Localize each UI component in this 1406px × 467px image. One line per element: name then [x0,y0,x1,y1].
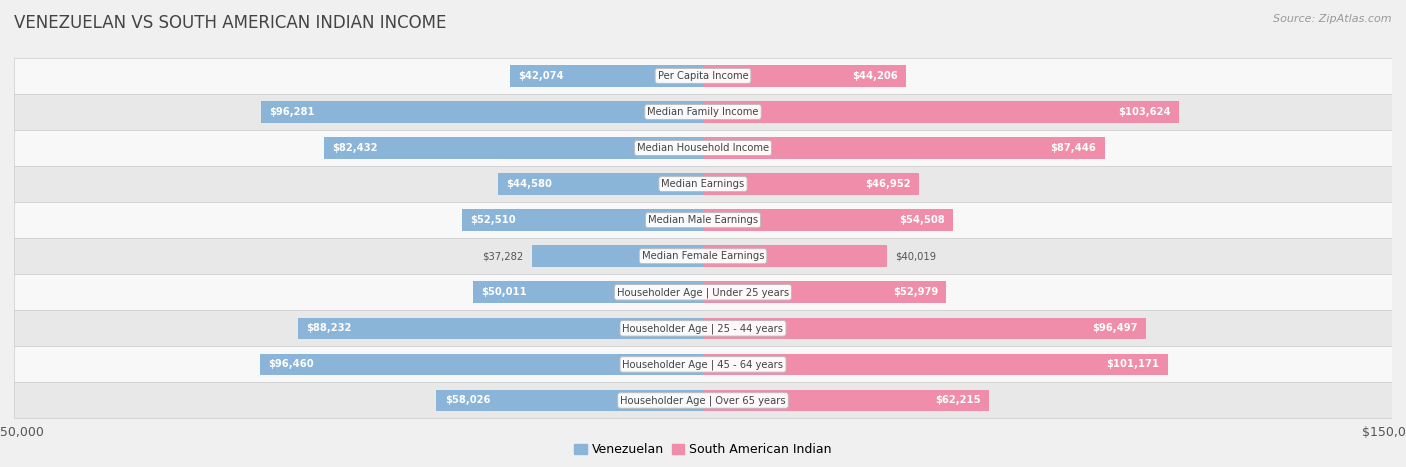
Bar [474,282,703,303]
Text: Median Male Earnings: Median Male Earnings [648,215,758,225]
Text: Per Capita Income: Per Capita Income [658,71,748,81]
Bar [14,94,1392,130]
Bar [14,310,1392,347]
Bar [298,318,703,339]
Bar [703,101,1180,123]
Bar [14,238,1392,274]
Bar [703,282,946,303]
Text: $82,432: $82,432 [333,143,378,153]
Bar [531,245,703,267]
Text: $52,510: $52,510 [470,215,516,225]
Text: $96,281: $96,281 [269,107,315,117]
Bar [703,245,887,267]
Text: Median Family Income: Median Family Income [647,107,759,117]
Bar [14,382,1392,418]
Text: $87,446: $87,446 [1050,143,1097,153]
Bar [703,173,918,195]
Bar [14,166,1392,202]
Text: Householder Age | Over 65 years: Householder Age | Over 65 years [620,395,786,406]
Bar [703,65,905,87]
Text: $96,460: $96,460 [269,360,314,369]
Bar [703,137,1105,159]
Bar [325,137,703,159]
Text: Median Household Income: Median Household Income [637,143,769,153]
Text: $52,979: $52,979 [893,287,938,297]
Text: $103,624: $103,624 [1118,107,1171,117]
Text: $37,282: $37,282 [482,251,523,261]
Text: $50,011: $50,011 [482,287,527,297]
Bar [260,101,703,123]
Bar [260,354,703,375]
Text: $58,026: $58,026 [444,396,491,405]
Text: $44,580: $44,580 [506,179,553,189]
Text: $88,232: $88,232 [307,323,352,333]
Bar [14,274,1392,310]
Text: Householder Age | 45 - 64 years: Householder Age | 45 - 64 years [623,359,783,370]
Text: $54,508: $54,508 [900,215,945,225]
Text: Median Earnings: Median Earnings [661,179,745,189]
Text: Householder Age | 25 - 44 years: Householder Age | 25 - 44 years [623,323,783,333]
Text: $62,215: $62,215 [935,396,980,405]
Text: Median Female Earnings: Median Female Earnings [641,251,765,261]
Bar [14,130,1392,166]
Bar [14,58,1392,94]
Text: Source: ZipAtlas.com: Source: ZipAtlas.com [1274,14,1392,24]
Text: $101,171: $101,171 [1107,360,1160,369]
Bar [498,173,703,195]
Bar [703,318,1146,339]
Legend: Venezuelan, South American Indian: Venezuelan, South American Indian [569,439,837,461]
Text: $46,952: $46,952 [865,179,910,189]
Text: $40,019: $40,019 [896,251,936,261]
Text: $44,206: $44,206 [852,71,898,81]
Bar [436,389,703,411]
Text: Householder Age | Under 25 years: Householder Age | Under 25 years [617,287,789,297]
Bar [14,202,1392,238]
Text: $96,497: $96,497 [1092,323,1137,333]
Bar [510,65,703,87]
Bar [14,347,1392,382]
Bar [703,354,1167,375]
Bar [461,209,703,231]
Bar [703,209,953,231]
Bar [703,389,988,411]
Text: $42,074: $42,074 [517,71,564,81]
Text: VENEZUELAN VS SOUTH AMERICAN INDIAN INCOME: VENEZUELAN VS SOUTH AMERICAN INDIAN INCO… [14,14,447,32]
